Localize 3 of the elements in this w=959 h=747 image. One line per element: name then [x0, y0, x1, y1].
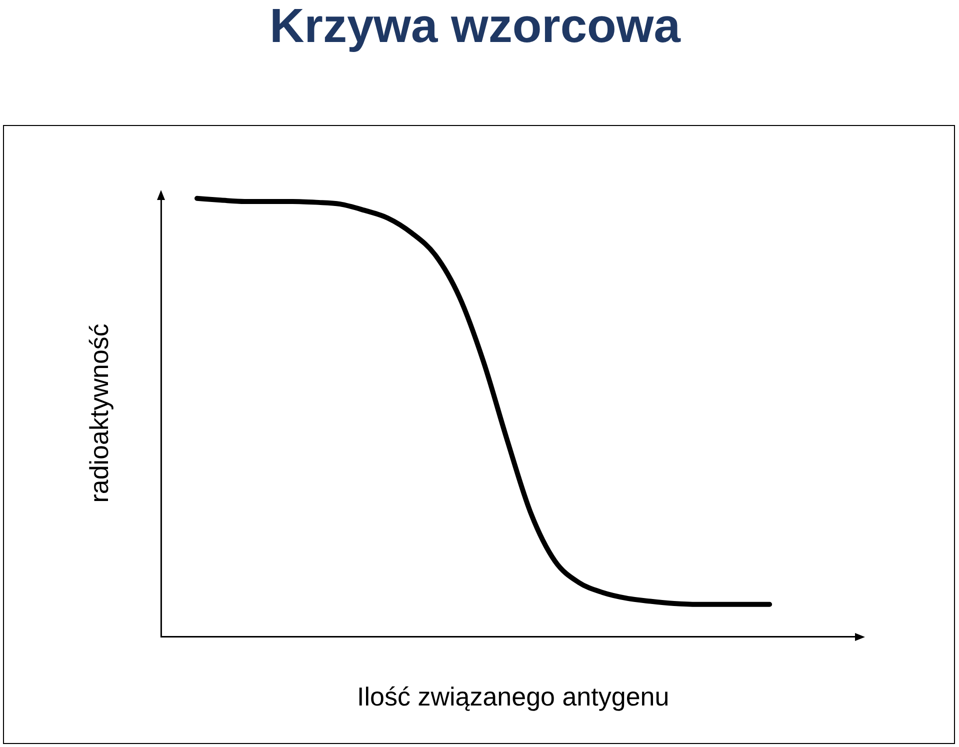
x-axis-title: Ilość związanego antygenu	[357, 682, 670, 712]
chart-title: Krzywa wzorcowa	[270, 0, 681, 54]
y-axis-title: radioaktywność	[84, 324, 114, 503]
